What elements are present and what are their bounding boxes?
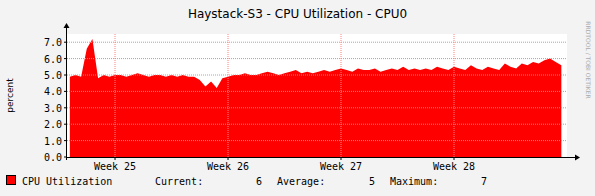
stat-label: Current: <box>155 176 203 187</box>
y-tick-label: 3.0 <box>44 103 62 114</box>
y-arrow <box>64 23 70 28</box>
y-axis-label: percent <box>5 78 15 113</box>
x-tick-label: Week 26 <box>207 161 249 172</box>
y-tick-label: 1.0 <box>44 136 62 147</box>
title: Haystack-S3 - CPU Utilization - CPU0 <box>188 7 407 21</box>
y-tick-label: 5.0 <box>44 70 62 81</box>
y-tick-label: 7.0 <box>44 37 62 48</box>
x-tick <box>454 157 455 160</box>
x-grid <box>228 34 229 157</box>
y-tick <box>64 124 67 125</box>
y-grid <box>67 107 567 108</box>
stat-value: 6 <box>256 176 262 187</box>
y-tick <box>64 157 67 158</box>
x-tick-label: Week 25 <box>94 161 136 172</box>
y-tick-label: 6.0 <box>44 54 62 65</box>
x-tick <box>228 157 229 160</box>
y-tick-label: 0.0 <box>44 152 62 163</box>
y-grid <box>67 91 567 92</box>
y-tick-label: 4.0 <box>44 86 62 97</box>
y-tick <box>64 91 67 92</box>
plot-area <box>67 34 567 157</box>
y-grid <box>67 140 567 141</box>
y-tick <box>64 75 67 76</box>
x-tick <box>115 157 116 160</box>
legend-swatch <box>7 176 16 185</box>
stat-value: 5 <box>369 176 375 187</box>
x-axis <box>67 157 575 158</box>
watermark: RRDTOOL / TOBI OETIKER <box>585 21 592 98</box>
stat-label: Maximum: <box>390 176 438 187</box>
x-grid <box>115 34 116 157</box>
y-grid <box>67 124 567 125</box>
y-tick <box>64 42 67 43</box>
x-tick-label: Week 27 <box>320 161 362 172</box>
x-grid <box>454 34 455 157</box>
x-tick <box>341 157 342 160</box>
y-tick <box>64 58 67 59</box>
y-grid <box>67 58 567 59</box>
legend-label: CPU Utilization <box>22 176 112 187</box>
x-grid <box>341 34 342 157</box>
chart: 0.0 1.0 2.0 3.0 4.0 5.0 6.0 7.0 Week 25 Week 26 We… <box>0 0 595 196</box>
y-tick-label: 2.0 <box>44 119 62 130</box>
cpu-area <box>70 39 562 157</box>
y-tick <box>64 107 67 108</box>
y-tick <box>64 140 67 141</box>
background <box>0 0 595 196</box>
y-grid <box>67 42 567 43</box>
x-tick-label: Week 28 <box>433 161 475 172</box>
stat-label: Average: <box>277 176 325 187</box>
stat-value: 7 <box>481 176 487 187</box>
y-grid <box>67 75 567 76</box>
x-arrow <box>575 155 580 161</box>
data-group <box>70 39 562 157</box>
